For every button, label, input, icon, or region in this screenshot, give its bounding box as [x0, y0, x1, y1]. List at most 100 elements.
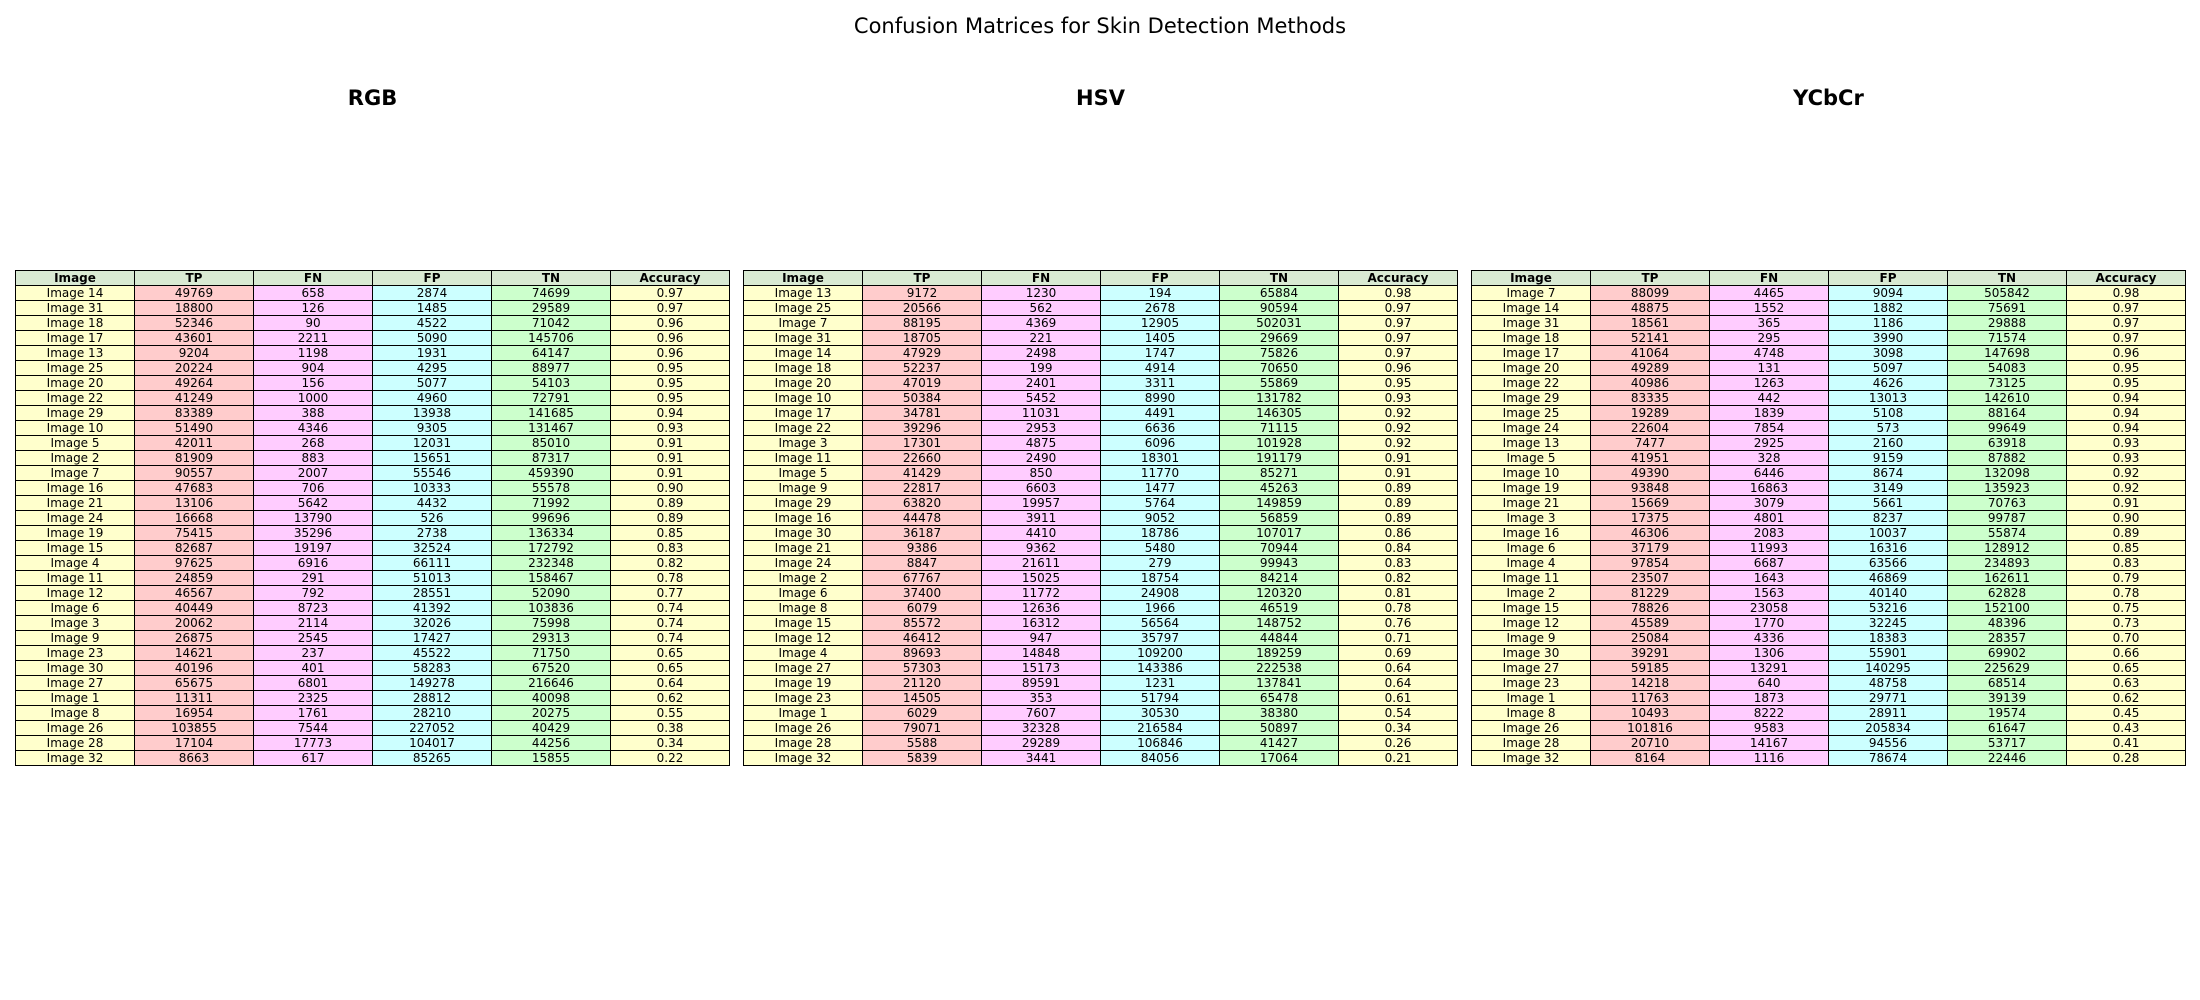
cell-fn: 4336	[1709, 630, 1829, 646]
cell-fn: 1198	[253, 345, 373, 361]
cell-image: Image 29	[15, 405, 135, 421]
cell-tp: 67767	[862, 570, 982, 586]
cell-fn: 883	[253, 450, 373, 466]
cell-fn: 13790	[253, 510, 373, 526]
cell-fn: 291	[253, 570, 373, 586]
cell-tn: 54083	[1947, 360, 2067, 376]
cell-fn: 3441	[981, 750, 1101, 766]
cell-tp: 40196	[134, 660, 254, 676]
cell-tn: 189259	[1219, 645, 1339, 661]
cell-fp: 85265	[372, 750, 492, 766]
cell-tn: 135923	[1947, 480, 2067, 496]
cell-fp: 194	[1100, 285, 1220, 301]
cell-fp: 4522	[372, 315, 492, 331]
cell-fn: 126	[253, 300, 373, 316]
cell-fp: 30530	[1100, 705, 1220, 721]
cell-tp: 39291	[1590, 645, 1710, 661]
cell-fp: 1882	[1828, 300, 1948, 316]
cell-accuracy: 0.89	[610, 495, 730, 511]
cell-accuracy: 0.97	[2066, 315, 2186, 331]
cell-tp: 11311	[134, 690, 254, 706]
table-row: Image 22 40986 1263 4626 73125 0.95	[1471, 375, 2186, 391]
cell-tp: 50384	[862, 390, 982, 406]
cell-fn: 29289	[981, 735, 1101, 751]
cell-fp: 5108	[1828, 405, 1948, 421]
cell-fp: 149278	[372, 675, 492, 691]
cell-tp: 57303	[862, 660, 982, 676]
table-row: Image 5 41429 850 11770 85271 0.91	[743, 465, 1458, 481]
cell-image: Image 15	[15, 540, 135, 556]
cell-tn: 46519	[1219, 600, 1339, 616]
cell-image: Image 22	[1471, 375, 1591, 391]
cell-fp: 3149	[1828, 480, 1948, 496]
cell-accuracy: 0.93	[610, 420, 730, 436]
cell-tp: 40449	[134, 600, 254, 616]
cell-tp: 43601	[134, 330, 254, 346]
cell-tn: 222538	[1219, 660, 1339, 676]
table-row: Image 28 5588 29289 106846 41427 0.26	[743, 735, 1458, 751]
cell-tn: 29888	[1947, 315, 2067, 331]
cell-tn: 120320	[1219, 585, 1339, 601]
cell-fp: 32026	[372, 615, 492, 631]
cell-fp: 1231	[1100, 675, 1220, 691]
cell-accuracy: 0.65	[610, 645, 730, 661]
cell-image: Image 14	[743, 345, 863, 361]
cell-tp: 14505	[862, 690, 982, 706]
cell-fp: 84056	[1100, 750, 1220, 766]
cell-tn: 70944	[1219, 540, 1339, 556]
cell-tp: 20710	[1590, 735, 1710, 751]
table-row: Image 17 34781 11031 4491 146305 0.92	[743, 405, 1458, 421]
cell-image: Image 6	[1471, 540, 1591, 556]
cell-tp: 20062	[134, 615, 254, 631]
table-row: Image 4 89693 14848 109200 189259 0.69	[743, 645, 1458, 661]
table-row: Image 13 9172 1230 194 65884 0.98	[743, 285, 1458, 301]
cell-image: Image 23	[743, 690, 863, 706]
table-row: Image 24 8847 21611 279 99943 0.83	[743, 555, 1458, 571]
cell-fp: 94556	[1828, 735, 1948, 751]
cell-fp: 5090	[372, 330, 492, 346]
cell-accuracy: 0.64	[1338, 660, 1458, 676]
header-fn: FN	[253, 270, 373, 286]
cell-fn: 5452	[981, 390, 1101, 406]
cell-tn: 40429	[491, 720, 611, 736]
cell-fp: 18383	[1828, 630, 1948, 646]
header-accuracy: Accuracy	[1338, 270, 1458, 286]
cell-image: Image 22	[743, 420, 863, 436]
cell-accuracy: 0.74	[610, 615, 730, 631]
cell-accuracy: 0.97	[610, 300, 730, 316]
cell-fn: 14848	[981, 645, 1101, 661]
cell-fn: 17773	[253, 735, 373, 751]
table-row: Image 3 17375 4801 8237 99787 0.90	[1471, 510, 2186, 526]
cell-image: Image 1	[743, 705, 863, 721]
cell-fn: 16312	[981, 615, 1101, 631]
table-row: Image 5 41951 328 9159 87882 0.93	[1471, 450, 2186, 466]
cell-fp: 56564	[1100, 615, 1220, 631]
cell-fn: 7854	[1709, 420, 1829, 436]
cell-accuracy: 0.78	[610, 570, 730, 586]
cell-image: Image 13	[15, 345, 135, 361]
cell-image: Image 23	[15, 645, 135, 661]
cell-fp: 279	[1100, 555, 1220, 571]
cell-tn: 48396	[1947, 615, 2067, 631]
cell-fn: 442	[1709, 390, 1829, 406]
cell-image: Image 28	[743, 735, 863, 751]
cell-fp: 1405	[1100, 330, 1220, 346]
cell-tn: 142610	[1947, 390, 2067, 406]
cell-tp: 41951	[1590, 450, 1710, 466]
cell-fn: 1552	[1709, 300, 1829, 316]
cell-tp: 37400	[862, 585, 982, 601]
cell-fn: 199	[981, 360, 1101, 376]
cell-image: Image 32	[15, 750, 135, 766]
cell-tn: 128912	[1947, 540, 2067, 556]
cell-fp: 32524	[372, 540, 492, 556]
cell-accuracy: 0.89	[2066, 525, 2186, 541]
cell-image: Image 7	[743, 315, 863, 331]
table-row: Image 2 81909 883 15651 87317 0.91	[15, 450, 730, 466]
cell-fn: 4369	[981, 315, 1101, 331]
cell-fn: 6801	[253, 675, 373, 691]
cell-image: Image 30	[743, 525, 863, 541]
table-row: Image 9 26875 2545 17427 29313 0.74	[15, 630, 730, 646]
header-tn: TN	[491, 270, 611, 286]
cell-accuracy: 0.83	[610, 540, 730, 556]
header-tn: TN	[1219, 270, 1339, 286]
